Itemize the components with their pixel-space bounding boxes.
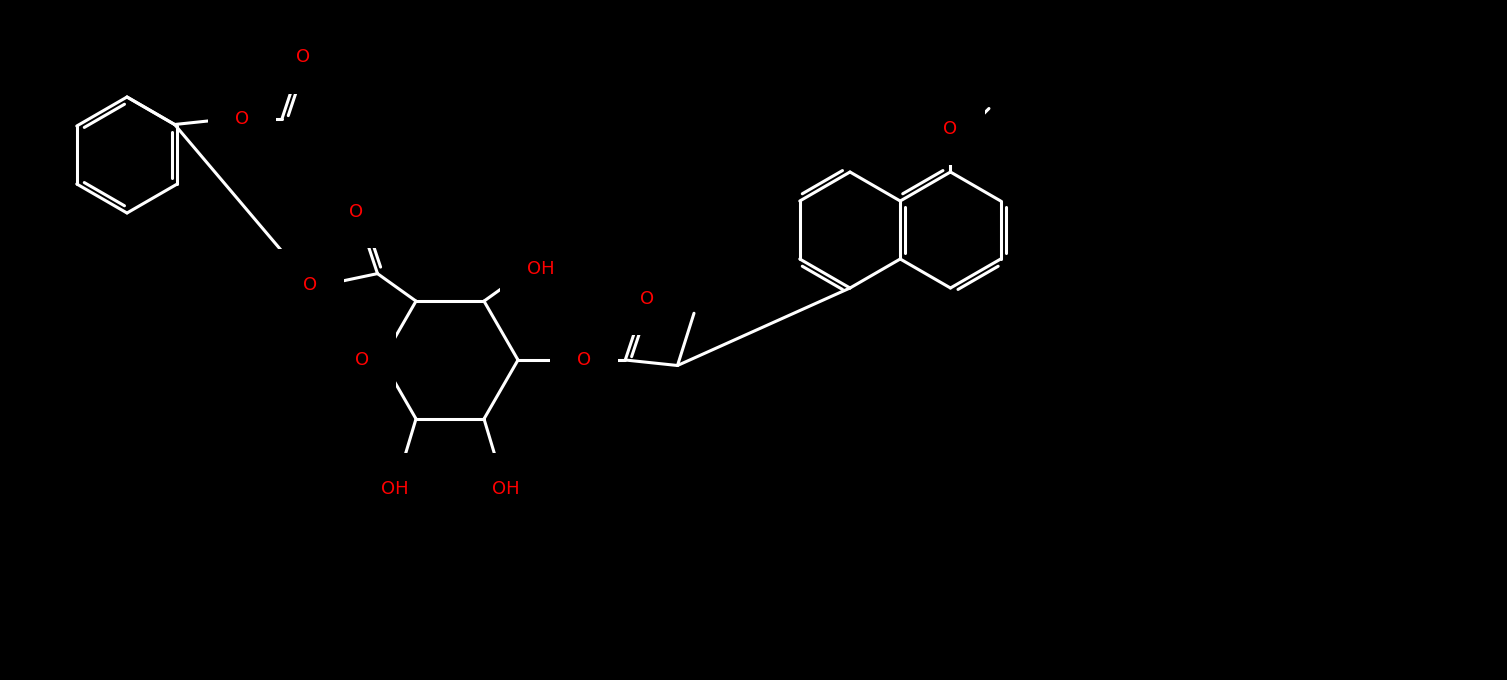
Text: OH: OH (491, 480, 520, 498)
Text: OH: OH (381, 480, 408, 498)
Text: O: O (577, 351, 591, 369)
Text: O: O (303, 275, 318, 294)
Text: O: O (639, 290, 654, 307)
Text: O: O (350, 203, 363, 221)
Text: O: O (943, 120, 957, 138)
Text: O: O (297, 48, 310, 67)
Text: O: O (235, 110, 249, 128)
Text: O: O (356, 351, 369, 369)
Text: OH: OH (526, 260, 555, 277)
